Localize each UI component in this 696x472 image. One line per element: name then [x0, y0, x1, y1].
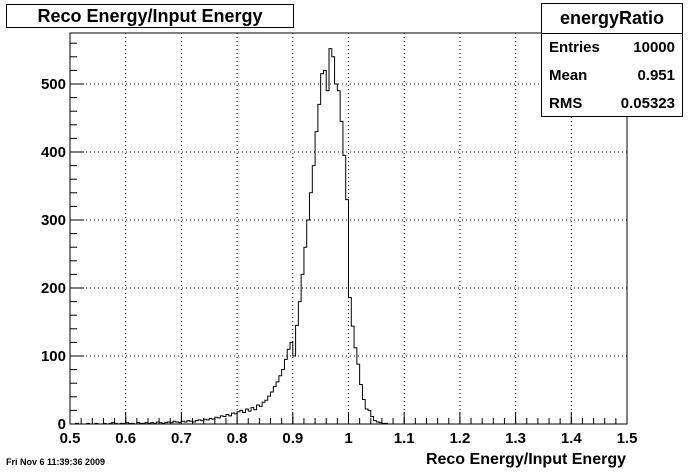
histogram-series: [70, 48, 405, 425]
y-tick-label: 400: [41, 144, 66, 161]
stats-entries-value: 10000: [633, 39, 675, 56]
stats-box: energyRatio Entries 10000 Mean 0.951 RMS…: [541, 3, 683, 117]
chart-title: Reco Energy/Input Energy: [6, 4, 294, 28]
y-tick-label: 200: [41, 280, 66, 297]
x-tick-label: 0.6: [115, 430, 136, 447]
x-axis-title: Reco Energy/Input Energy: [425, 451, 626, 468]
stats-histogram-name: energyRatio: [542, 4, 682, 34]
stats-entries-label: Entries: [549, 39, 600, 56]
x-tick-label: 1.5: [617, 430, 638, 447]
stats-mean-value: 0.951: [637, 67, 675, 84]
x-tick-label: 0.5: [60, 430, 81, 447]
x-tick-label: 1.3: [505, 430, 526, 447]
stats-row-entries: Entries 10000: [542, 34, 682, 62]
x-tick-label: 1: [344, 430, 352, 447]
stats-rms-label: RMS: [549, 95, 583, 112]
y-tick-label: 300: [41, 212, 66, 229]
stats-row-rms: RMS 0.05323: [542, 90, 682, 118]
grid-lines: [70, 33, 627, 424]
stats-mean-label: Mean: [549, 67, 588, 84]
stats-rms-value: 0.05323: [620, 95, 675, 112]
x-axis: 0.5 0.6 0.7 0.8 0.9 1 1.1 1.2 1.3 1.4 1.5: [60, 412, 638, 447]
x-tick-label: 1.4: [561, 430, 583, 447]
y-tick-label: 100: [41, 348, 66, 365]
x-tick-label: 0.8: [227, 430, 248, 447]
x-tick-label: 1.2: [449, 430, 470, 447]
x-tick-label: 1.1: [394, 430, 415, 447]
y-axis: 0 100 200 300 400 500: [41, 42, 84, 433]
timestamp: Fri Nov 6 11:39:36 2009: [6, 457, 106, 467]
y-tick-label: 500: [41, 76, 66, 93]
stats-row-mean: Mean 0.951: [542, 62, 682, 90]
x-tick-label: 0.9: [282, 430, 303, 447]
y-tick-label: 0: [58, 416, 66, 433]
x-tick-label: 0.7: [171, 430, 192, 447]
